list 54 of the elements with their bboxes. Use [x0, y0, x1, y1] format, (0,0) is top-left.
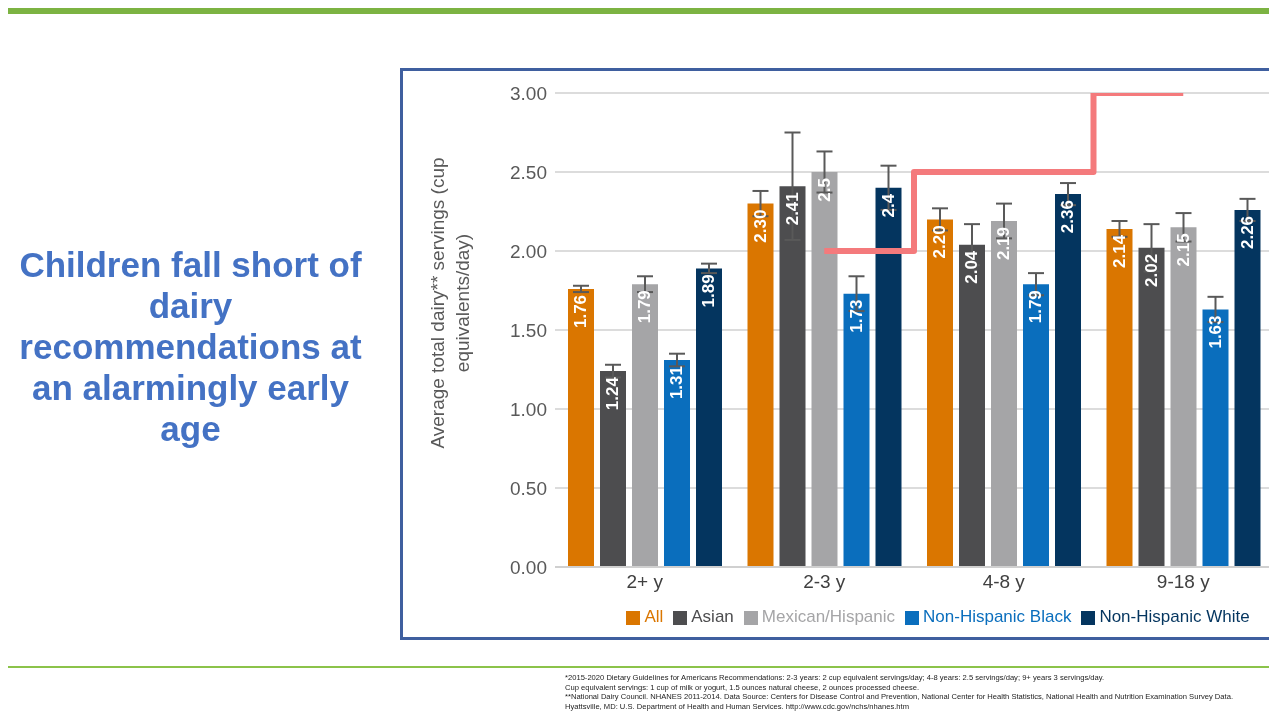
- data-label: 1.79: [1026, 290, 1046, 324]
- bar: [664, 360, 690, 567]
- legend-label: Non-Hispanic Black: [923, 607, 1072, 626]
- bar: [1202, 309, 1229, 567]
- y-tick-label: 1.00: [510, 398, 547, 420]
- data-label: 1.63: [1206, 315, 1225, 349]
- bar: [1023, 284, 1049, 567]
- y-tick-label: 0.00: [510, 556, 547, 578]
- data-label: 2.41: [783, 192, 802, 226]
- x-tick-label: 2+ y: [626, 571, 664, 593]
- bar: [568, 288, 594, 567]
- bar: [1106, 228, 1133, 567]
- bar: [843, 293, 870, 567]
- data-label: 1.76: [571, 294, 591, 329]
- bar: [875, 187, 902, 567]
- x-tick-label: 4-8 y: [982, 571, 1026, 593]
- bar: [927, 219, 953, 567]
- data-label: 2.4: [879, 193, 898, 218]
- bar: [696, 268, 722, 567]
- y-tick-label: 2.00: [510, 240, 547, 262]
- data-label: 2.36: [1058, 200, 1078, 234]
- y-tick-label: 0.50: [510, 477, 547, 499]
- data-label: 1.89: [699, 274, 719, 308]
- legend-label: Non-Hispanic White: [1099, 607, 1250, 626]
- data-label: 2.04: [962, 250, 982, 284]
- data-label: 2.20: [930, 225, 950, 259]
- bar: [1055, 194, 1081, 567]
- bar: [811, 172, 838, 567]
- y-tick-label: 1.50: [510, 319, 547, 341]
- data-label: 2.30: [751, 209, 770, 243]
- bar: [1234, 209, 1261, 567]
- bar: [747, 203, 774, 567]
- data-label: 1.31: [667, 366, 687, 400]
- y-axis-title: Average total dairy** servings (cup equivalents/day): [426, 156, 474, 451]
- legend-label: Asian: [691, 607, 734, 626]
- bar: [632, 284, 658, 567]
- data-label: 2.19: [994, 226, 1014, 261]
- data-label: 1.79: [635, 290, 655, 324]
- y-tick-label: 3.00: [510, 82, 547, 104]
- x-tick-label: 2-3 y: [803, 571, 846, 593]
- data-label: 2.14: [1110, 234, 1129, 268]
- data-label: 2.15: [1174, 233, 1193, 267]
- data-label: 2.5: [815, 178, 834, 202]
- legend-label: All: [644, 607, 664, 626]
- bar: [1170, 227, 1197, 567]
- data-label: 1.24: [603, 376, 623, 411]
- data-label: 1.73: [847, 299, 866, 333]
- y-tick-label: 2.50: [510, 161, 547, 183]
- data-label: 2.26: [1238, 215, 1257, 250]
- x-tick-label: 9-18 y: [1156, 571, 1211, 593]
- legend-label: Mexican/Hispanic: [761, 607, 896, 626]
- text: Children fall short of dairy recommendations at an alarmingly early age: [18, 244, 363, 449]
- data-label: 2.02: [1142, 253, 1161, 287]
- bar: [991, 220, 1017, 567]
